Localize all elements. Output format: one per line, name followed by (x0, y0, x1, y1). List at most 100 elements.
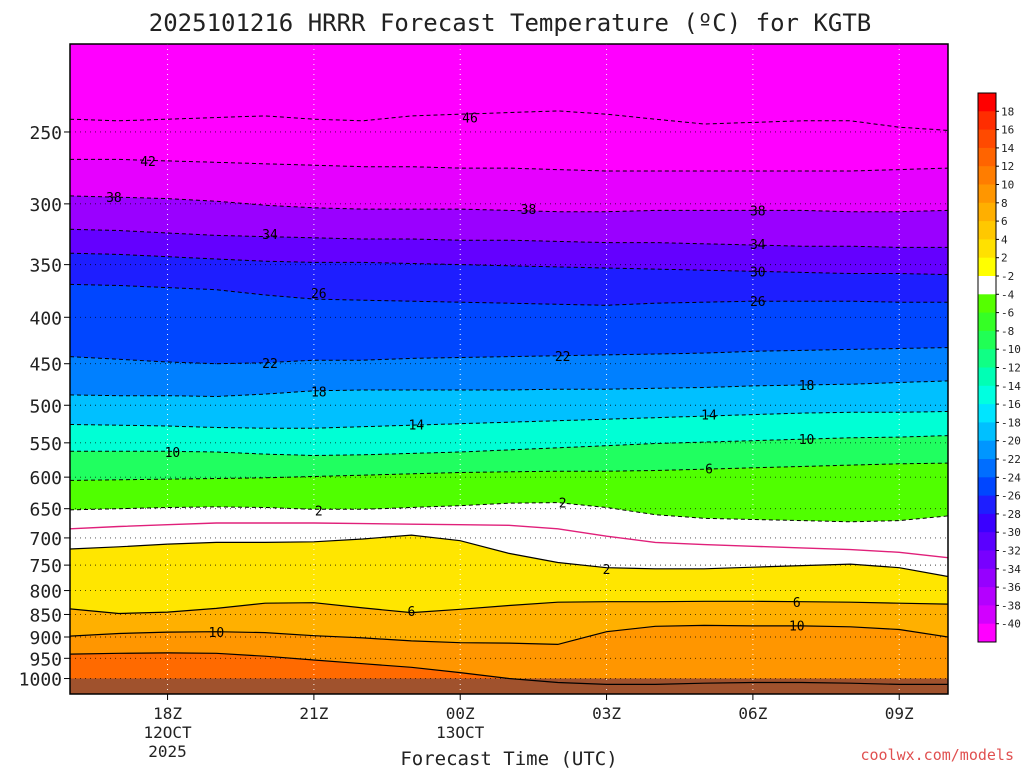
credit-text[interactable]: coolwx.com/models (860, 746, 1014, 764)
contour-label: 14 (701, 409, 717, 424)
colorbar-swatch (978, 312, 996, 332)
x-tick-label: 12OCT (143, 723, 192, 742)
colorbar-swatch (978, 587, 996, 606)
contour-label: 34 (262, 228, 278, 243)
svg-text:46: 46 (462, 112, 478, 127)
svg-text:2: 2 (315, 505, 323, 520)
colorbar-swatch (978, 239, 996, 259)
svg-text:6: 6 (705, 463, 713, 478)
svg-text:38: 38 (750, 204, 766, 219)
svg-text:2: 2 (559, 497, 567, 512)
x-tick-label: 09Z (885, 704, 914, 723)
isotherm-line (70, 600, 948, 615)
colorbar-label: -34 (1001, 563, 1021, 576)
y-tick-label: 950 (29, 649, 62, 670)
x-axis-label: Forecast Time (UTC) (400, 748, 617, 768)
colorbar-swatch (978, 257, 996, 277)
colorbar-swatch (978, 385, 996, 405)
colorbar-swatch (978, 623, 996, 643)
colorbar-label: -32 (1001, 545, 1021, 558)
contour-label: 22 (262, 357, 278, 372)
colorbar-label: -28 (1001, 508, 1021, 521)
svg-text:18: 18 (311, 386, 327, 401)
y-tick-label: 450 (29, 355, 62, 376)
x-tick-label: 00Z (446, 704, 475, 723)
contour-label: 10 (165, 446, 181, 461)
colorbar-swatch (978, 330, 996, 350)
isotherm-line (70, 158, 948, 172)
svg-text:10: 10 (165, 446, 181, 461)
colorbar-swatch (978, 349, 996, 368)
colorbar-label: -26 (1001, 490, 1021, 503)
colorbar-swatch (978, 568, 996, 588)
contour-label: 10 (789, 619, 805, 634)
colorbar-swatch (978, 532, 996, 551)
colorbar-label: -2 (1001, 270, 1014, 283)
svg-text:6: 6 (793, 596, 801, 611)
svg-text:26: 26 (750, 295, 766, 310)
colorbar-swatch (978, 221, 996, 240)
svg-text:22: 22 (555, 350, 571, 365)
x-tick-label: 13OCT (436, 723, 485, 742)
colorbar-label: -10 (1001, 343, 1021, 356)
contour-label: 18 (799, 379, 815, 394)
contour-label: 38 (521, 203, 537, 218)
colorbar-swatch (978, 202, 996, 222)
colorbar-swatch (978, 422, 996, 442)
colorbar-label: -22 (1001, 453, 1021, 466)
svg-text:10: 10 (799, 433, 815, 448)
contour-label: 2 (315, 505, 323, 520)
colorbar-label: 6 (1001, 215, 1008, 228)
colorbar-label: -4 (1001, 288, 1015, 301)
colorbar-swatch (978, 459, 996, 478)
svg-text:38: 38 (521, 203, 537, 218)
colorbar-swatch (978, 276, 996, 295)
contour-label: 26 (311, 287, 327, 302)
y-tick-label: 750 (29, 556, 62, 577)
colorbar-label: -18 (1001, 416, 1021, 429)
isotherm-line (70, 462, 948, 481)
contour-label: 6 (793, 596, 801, 611)
y-tick-label: 650 (29, 500, 62, 521)
svg-text:10: 10 (789, 619, 805, 634)
colorbar-label: -40 (1001, 618, 1021, 631)
colorbar-swatch (978, 477, 996, 497)
y-tick-label: 1000 (19, 670, 62, 691)
contour-label: 34 (750, 238, 766, 253)
isotherm-line (70, 380, 948, 398)
colorbar-label: -36 (1001, 581, 1021, 594)
y-tick-label: 400 (29, 308, 62, 329)
contour-label: 46 (462, 112, 478, 127)
contour-label: 2 (603, 563, 611, 578)
colorbar-label: -20 (1001, 435, 1021, 448)
svg-text:14: 14 (408, 418, 424, 433)
contour-label: 6 (408, 605, 416, 620)
colorbar-swatch (978, 605, 996, 625)
svg-text:30: 30 (750, 265, 766, 280)
y-tick-label: 900 (29, 628, 62, 649)
svg-text:6: 6 (408, 605, 416, 620)
x-tick-label: 2025 (148, 742, 187, 761)
svg-text:18: 18 (799, 379, 815, 394)
colorbar-label: -30 (1001, 526, 1021, 539)
contour-label: 14 (408, 418, 424, 433)
x-tick-label: 21Z (299, 704, 328, 723)
colorbar-swatch (978, 440, 996, 460)
colorbar-swatch (978, 513, 996, 533)
contour-label: 22 (555, 350, 571, 365)
colorbar-label: -8 (1001, 325, 1014, 338)
contour-label: 6 (705, 463, 713, 478)
svg-text:22: 22 (262, 357, 278, 372)
contour-label: 26 (750, 295, 766, 310)
svg-text:42: 42 (140, 155, 156, 170)
x-tick-label: 03Z (592, 704, 621, 723)
contour-label: 42 (140, 155, 156, 170)
colorbar-swatch (978, 550, 996, 570)
colorbar-swatch (978, 166, 996, 185)
y-tick-label: 550 (29, 434, 62, 455)
contour-label: 38 (106, 191, 122, 206)
colorbar-label: 2 (1001, 252, 1008, 265)
